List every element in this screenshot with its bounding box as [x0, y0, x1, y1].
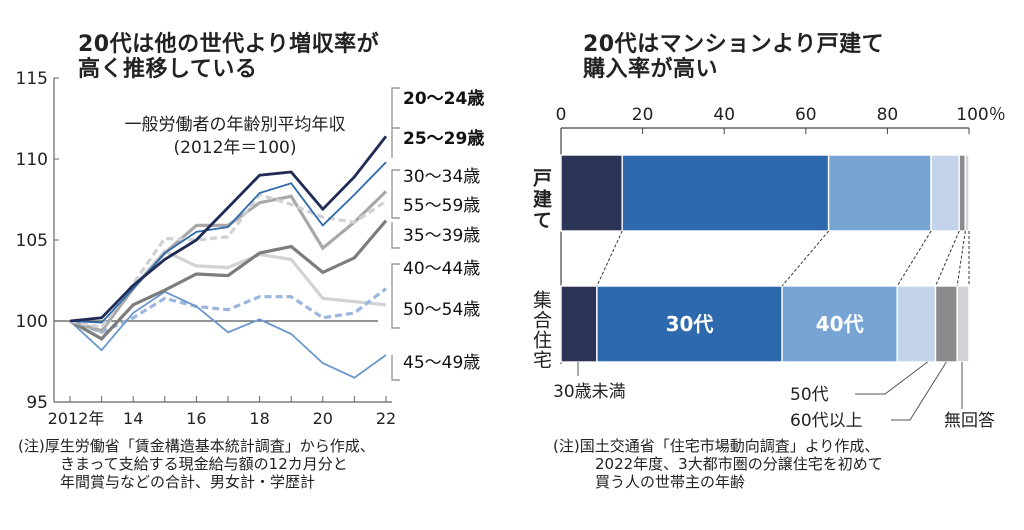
series-line-8: [69, 290, 387, 379]
callout-leader: [891, 361, 947, 421]
y-tick-label: 95: [26, 393, 48, 413]
bar-segment-1-6: [964, 154, 970, 232]
bar-segment-1-4: [930, 154, 960, 232]
legend-label-5: 35〜39歳: [403, 226, 480, 246]
right-footnote: (注)国土交通省「住宅市場動向調査」より作成、 2022年度、3大都市圏の分譲住…: [553, 437, 883, 491]
x-tick-label: 20: [632, 105, 654, 125]
legend-bracket: [391, 263, 400, 286]
legend-label-3: 30〜34歳: [403, 167, 480, 187]
y-tick-label: 100: [16, 312, 48, 332]
series-line-6: [69, 287, 387, 335]
legend-bracket: [391, 192, 400, 219]
right-title-line-1: 20代はマンションより戸建て: [583, 32, 885, 57]
line-series-group: [69, 135, 388, 379]
legend-bracket: [391, 127, 400, 158]
left-footnote-line-2: きまって支給する現金給与額の12カ月分と: [60, 455, 348, 473]
x-tick-label: 18: [249, 409, 269, 428]
x-tick-label: 22: [376, 409, 396, 428]
category-label-detached: 戸建て: [530, 168, 552, 231]
left-footnote-line-3: 年間賞与などの合計、男女計・学歴計: [60, 473, 316, 491]
inbar-label-30代: 30代: [666, 312, 714, 336]
line-chart-axes: 95 100 105 110 115 2012年 14 16 18 20 22: [16, 69, 397, 428]
legend-label-2: 25〜29歳: [403, 128, 484, 149]
legend-bracket: [391, 355, 400, 381]
series-line-2: [69, 161, 387, 324]
x-tick-label: 0: [556, 105, 567, 125]
y-tick-label: 115: [16, 69, 48, 89]
inbar-label-40代: 40代: [816, 312, 864, 336]
legend-label-1: 20〜24歳: [403, 88, 484, 109]
line-legend: 20〜24歳 25〜29歳 30〜34歳 55〜59歳 35〜39歳 40〜44歳 50〜5…: [391, 87, 484, 381]
bar-segment-2-1: [560, 285, 598, 363]
bar-segment-1-3: [827, 154, 932, 232]
legend-label-8: 45〜49歳: [403, 353, 480, 373]
x-tick-label: 100％: [956, 105, 1005, 125]
right-footnote-line-1: (注)国土交通省「住宅市場動向調査」より作成、: [553, 437, 880, 455]
legend-label-4: 55〜59歳: [403, 196, 480, 216]
callout-under-30: 30歳未満: [553, 382, 626, 402]
right-footnote-line-2: 2022年度、3大都市圏の分譲住宅を初めて: [595, 455, 883, 473]
line-chart-subtitle-2: (2012年＝100): [174, 138, 297, 158]
series-line-1: [69, 135, 388, 323]
connector-line: [596, 230, 623, 287]
bar-series-group: [560, 154, 970, 363]
x-tick-label: 16: [186, 409, 206, 428]
left-title-line-1: 20代は他の世代より増収率が: [78, 32, 380, 57]
right-chart-title: 20代はマンションより戸建て 購入率が高い: [583, 32, 884, 82]
legend-label-6: 40〜44歳: [403, 259, 480, 279]
connector-line: [956, 230, 966, 287]
x-tick-label: 80: [877, 105, 899, 125]
right-footnote-line-3: 買う人の世帯主の年齢: [595, 473, 746, 491]
legend-bracket: [391, 222, 400, 249]
x-tick-label: 2012年: [48, 409, 105, 428]
connector-line: [896, 230, 932, 287]
x-tick-label: 60: [795, 105, 817, 125]
bar-segment-1-5: [958, 154, 967, 232]
left-footnote-line-1: (注)厚生労働省「賃金構造基本統計調査」から作成、: [18, 437, 375, 455]
callout-no-answer: 無回答: [944, 411, 995, 431]
left-chart-title: 20代は他の世代より増収率が 高く推移している: [78, 32, 379, 82]
series-line-3: [69, 190, 388, 333]
bar-segment-1-2: [621, 154, 830, 232]
legend-bracket: [391, 87, 400, 128]
bar-segment-1-1: [560, 154, 623, 232]
series-line-5: [69, 219, 388, 341]
series-line-4: [69, 192, 387, 330]
bar-segment-2-6: [956, 285, 970, 363]
line-chart: 95 100 105 110 115 2012年 14 16 18 20 22 一般労働者の年齢別平…: [16, 69, 485, 428]
legend-bracket: [391, 169, 400, 192]
line-chart-subtitle-1: 一般労働者の年齢別平均年収: [125, 115, 346, 135]
callout-leader: [855, 361, 928, 395]
y-tick-label: 105: [16, 231, 48, 251]
bar-segment-2-3: [781, 285, 898, 363]
connector-line: [781, 230, 830, 287]
right-title-line-2: 購入率が高い: [583, 57, 719, 82]
bar-segment-2-5: [934, 285, 958, 363]
callout-60-plus: 60代以上: [790, 411, 863, 431]
left-title-line-2: 高く推移している: [78, 57, 258, 82]
callout-50s: 50代: [790, 385, 829, 405]
x-tick-label: 40: [713, 105, 735, 125]
x-tick-label: 20: [313, 409, 333, 428]
left-footnote: (注)厚生労働省「賃金構造基本統計調査」から作成、 きまって支給する現金給与額の…: [18, 437, 375, 491]
legend-label-7: 50〜54歳: [403, 300, 480, 320]
bar-segment-2-4: [896, 285, 937, 363]
legend-bracket: [391, 286, 400, 329]
connector-line: [935, 230, 960, 287]
x-tick-label: 14: [123, 409, 143, 428]
y-tick-label: 110: [16, 150, 48, 170]
category-label-condo: 集合住宅: [530, 290, 552, 370]
